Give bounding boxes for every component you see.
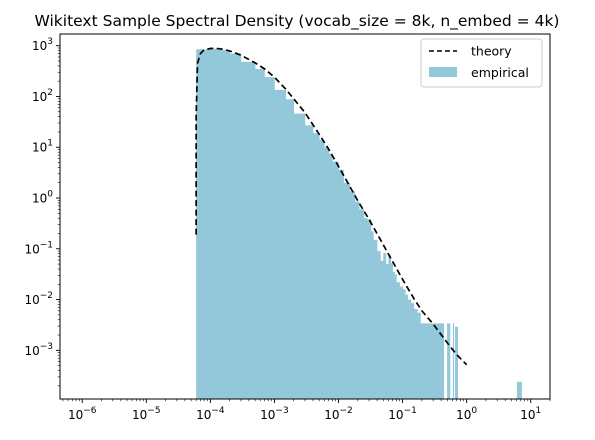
histogram-bar [388,255,391,399]
histogram-bar [425,323,429,399]
histogram-bar [380,260,384,399]
histogram-bar [370,231,374,399]
histogram-bar [324,147,329,399]
x-tick-label: 10−3 [260,406,289,422]
legend-empirical-swatch [429,67,457,77]
plot-area [59,33,551,400]
histogram-bar [383,253,387,399]
histogram-bar [338,169,344,399]
x-tick-label: 10−2 [324,406,353,422]
histogram-bar [516,381,522,399]
histogram-bar [305,125,314,399]
histogram-bar [240,61,256,399]
y-tick-label: 102 [32,88,53,104]
x-tick-label: 10−1 [388,406,417,422]
y-tick-label: 100 [32,190,53,206]
histogram-bar [392,271,395,399]
histogram-bar [221,50,230,399]
histogram-bar [377,251,381,399]
histogram-bars [196,48,522,400]
y-tick-label: 10−1 [24,240,53,256]
histogram-bar [428,323,432,399]
chart-legend: theory empirical [420,38,543,88]
histogram-bar [441,323,445,399]
histogram-bar [319,139,325,399]
histogram-bar [417,312,421,399]
histogram-bar [402,289,406,399]
histogram-bar [423,323,427,399]
histogram-bar [285,99,295,399]
y-tick-label: 101 [32,139,53,155]
theory-line [195,47,468,366]
histogram-bar [413,309,418,399]
theory-line-layer [195,47,468,366]
histogram-bar [354,201,360,399]
histogram-bar [385,264,389,399]
histogram-bar [274,89,287,399]
histogram-bar [410,303,415,399]
x-tick-label: 10−5 [132,406,161,422]
histogram-bar [390,263,393,399]
histogram-bar [313,133,320,399]
histogram-bar [420,323,424,399]
histogram-bar [255,68,265,399]
x-tick-label: 10−6 [68,406,97,422]
histogram-bar [343,182,351,399]
histogram-bar [229,53,242,400]
histogram-bar [373,239,378,399]
legend-theory-label: theory [471,44,512,59]
y-tick-label: 10−2 [24,291,53,307]
histogram-bar [328,153,333,399]
histogram-bar [396,282,400,399]
histogram-bar [196,49,211,399]
histogram-bar [210,48,222,400]
histogram-bar [452,323,455,399]
histogram-bar [264,77,275,400]
histogram-bar [405,294,408,399]
histogram-bar [407,299,412,399]
histogram-bar [455,326,458,399]
histogram-bar [431,323,435,399]
histogram-bar [359,209,365,399]
histogram-bar [447,323,451,399]
x-tick-label: 10−4 [196,406,225,422]
chart-title: Wikitext Sample Spectral Density (vocab_… [35,12,560,31]
legend-empirical-label: empirical [471,65,529,80]
histogram-bar [293,113,306,399]
histogram-bar [332,161,339,399]
histogram-bar [436,323,440,399]
x-tick-label: 100 [456,406,477,422]
x-axis-ticks: 10−6 10−5 10−4 10−3 10−2 10−1 100 101 [62,399,551,422]
histogram-bar [394,274,397,399]
y-tick-label: 10−3 [24,342,53,358]
y-axis-ticks: 10−3 10−2 10−1 100 101 102 103 [24,37,60,387]
histogram-bar [439,323,443,399]
histogram-bar [367,219,372,399]
x-tick-label: 101 [520,406,541,422]
y-tick-label: 103 [32,37,53,53]
histogram-bar [364,218,368,399]
histogram-bar [399,286,403,399]
histogram-bar [349,191,356,399]
histogram-bar [434,323,437,399]
